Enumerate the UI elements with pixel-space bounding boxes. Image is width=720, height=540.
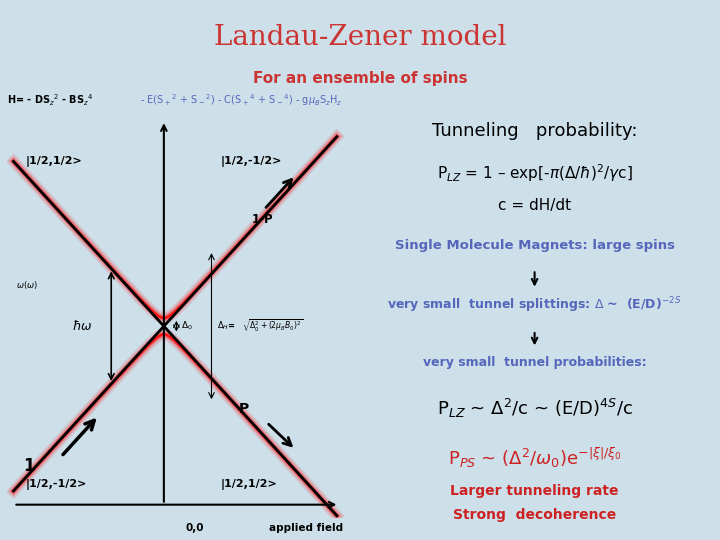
Text: c = dH/dt: c = dH/dt bbox=[498, 198, 571, 213]
Text: very small  tunnel probabilities:: very small tunnel probabilities: bbox=[423, 356, 647, 369]
Text: $\Delta_H$=: $\Delta_H$= bbox=[217, 320, 235, 333]
Text: $\omega(\omega)$: $\omega(\omega)$ bbox=[16, 279, 38, 291]
Text: applied field: applied field bbox=[269, 523, 343, 532]
Text: Single Molecule Magnets: large spins: Single Molecule Magnets: large spins bbox=[395, 239, 675, 252]
Text: P: P bbox=[239, 402, 249, 416]
Text: |1/2,1/2>: |1/2,1/2> bbox=[220, 478, 277, 490]
Text: H= - DS$_z$$^2$ - BS$_z$$^4$: H= - DS$_z$$^2$ - BS$_z$$^4$ bbox=[7, 92, 94, 107]
Text: $\Delta_0$: $\Delta_0$ bbox=[181, 320, 193, 333]
Text: $\sqrt{\Delta_0^2+(2\mu_B B_0)^2}$: $\sqrt{\Delta_0^2+(2\mu_B B_0)^2}$ bbox=[242, 318, 302, 334]
Text: Larger tunneling rate: Larger tunneling rate bbox=[450, 484, 619, 498]
Text: P$_{LZ}$ = 1 – exp[-$\pi(\Delta/\hbar)^2/\gamma$c]: P$_{LZ}$ = 1 – exp[-$\pi(\Delta/\hbar)^2… bbox=[436, 162, 633, 184]
Text: very small  tunnel splittings: $\Delta$ ~  (E/D)$^{-2S}$: very small tunnel splittings: $\Delta$ ~… bbox=[387, 295, 682, 315]
Text: - E(S$_+$$^2$ + S$_-$$^2$) - C(S$_+$$^4$ + S$_-$$^4$) - g$\mu_B$S$_z$H$_z$: - E(S$_+$$^2$ + S$_-$$^2$) - C(S$_+$$^4$… bbox=[140, 92, 343, 108]
Text: P$_{PS}$ ~ ($\Delta^2$/$\omega_0$)e$^{-|\xi|/\xi_0}$: P$_{PS}$ ~ ($\Delta^2$/$\omega_0$)e$^{-|… bbox=[448, 446, 621, 470]
Text: For an ensemble of spins: For an ensemble of spins bbox=[253, 71, 467, 86]
Text: P$_{LZ}$ ~ $\Delta^2$/c ~ (E/D)$^{4S}$/c: P$_{LZ}$ ~ $\Delta^2$/c ~ (E/D)$^{4S}$/c bbox=[436, 397, 633, 420]
Text: Landau-Zener model: Landau-Zener model bbox=[214, 24, 506, 51]
Text: |1/2,-1/2>: |1/2,-1/2> bbox=[26, 478, 87, 490]
Text: $\hbar\omega$: $\hbar\omega$ bbox=[72, 319, 93, 333]
Text: Tunneling   probability:: Tunneling probability: bbox=[432, 122, 637, 139]
Text: |1/2,1/2>: |1/2,1/2> bbox=[26, 156, 83, 167]
Text: 1-P: 1-P bbox=[251, 213, 273, 226]
Text: |1/2,-1/2>: |1/2,-1/2> bbox=[220, 156, 282, 167]
Text: Strong  decoherence: Strong decoherence bbox=[453, 508, 616, 522]
Text: 0,0: 0,0 bbox=[186, 523, 204, 532]
Text: 1: 1 bbox=[24, 457, 35, 475]
